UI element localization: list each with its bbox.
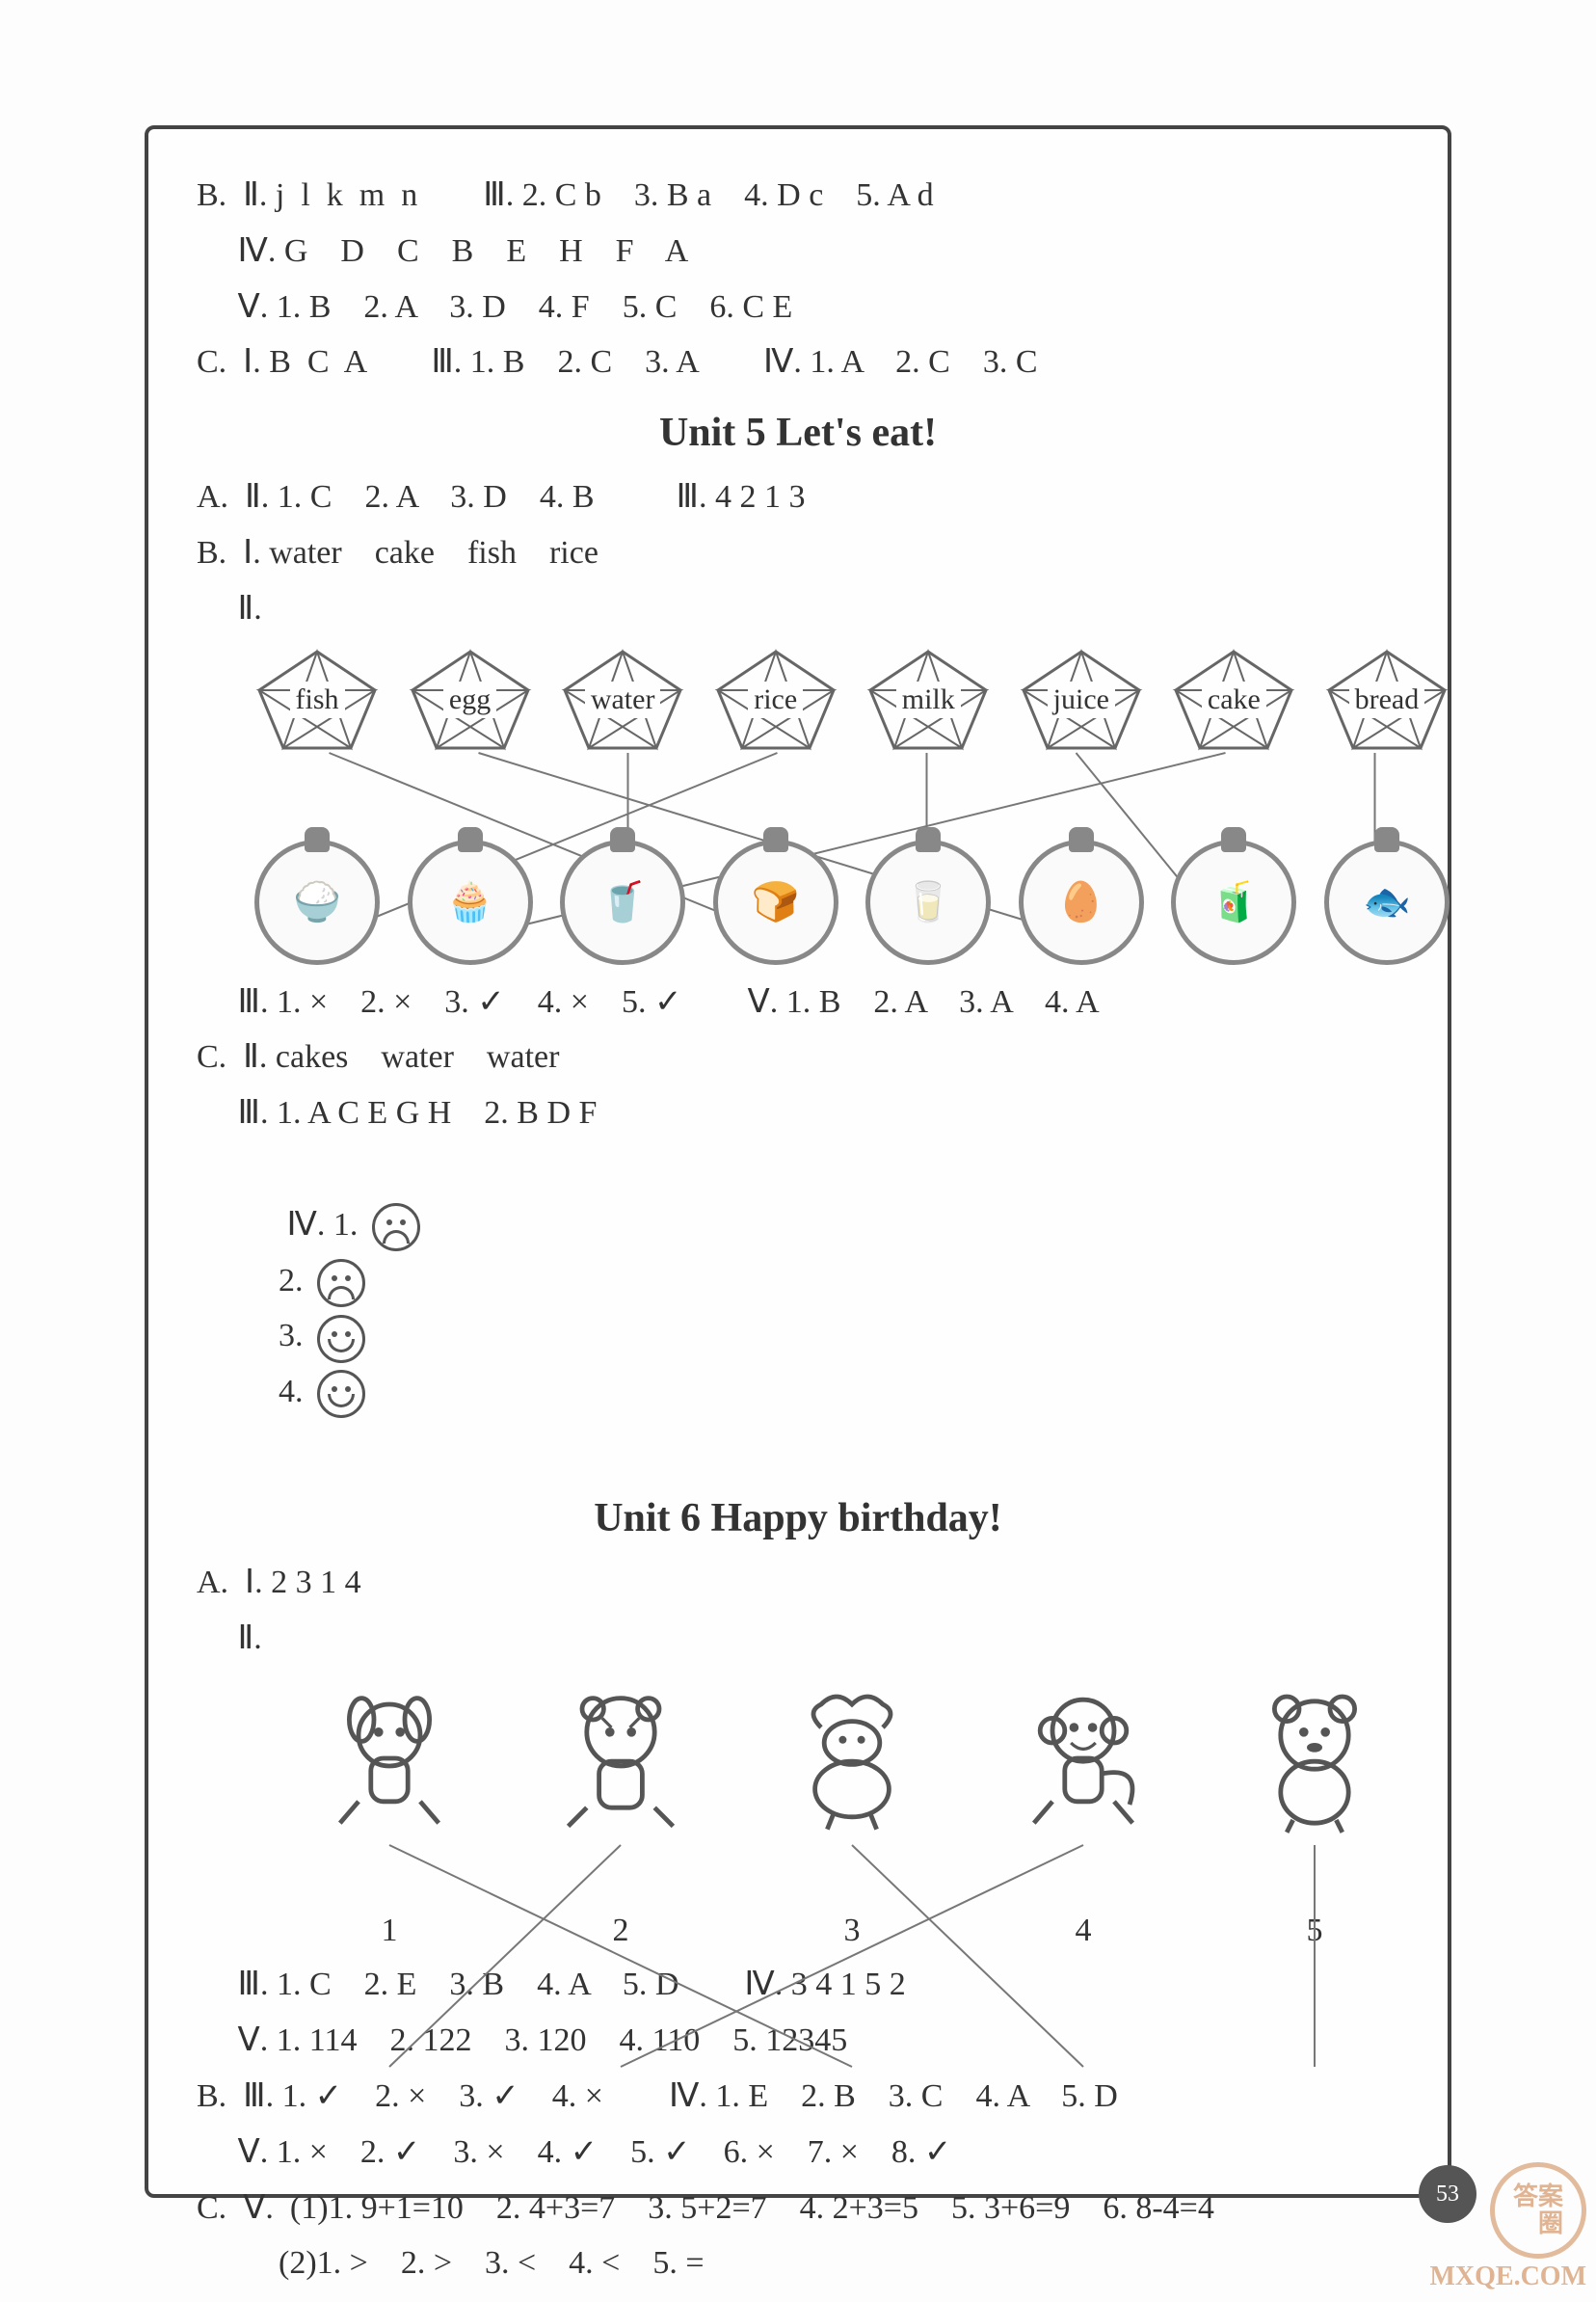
unit6-title: Unit 6 Happy birthday! <box>197 1495 1399 1541</box>
pentagon-row: fishegg water rice milk juice cake bread <box>254 647 1450 753</box>
pentagon-bread: bread <box>1324 647 1450 753</box>
happy-face-icon <box>317 1315 365 1363</box>
sad-face-icon <box>372 1203 420 1251</box>
text-line: B. Ⅱ. j l k m n Ⅲ. 2. C b 3. B a 4. D c … <box>197 168 1399 224</box>
circle-item-0: 🍚 <box>254 840 380 965</box>
pentagon-cake: cake <box>1171 647 1296 753</box>
face-line: Ⅳ. 1. 2. 3. 4. <box>197 1141 1399 1476</box>
text: 4. <box>246 1374 311 1409</box>
text-line: Ⅱ. <box>197 1611 1399 1667</box>
watermark-url: MXQE.COM <box>1429 2262 1586 2292</box>
circle-item-2: 🥤 <box>560 840 685 965</box>
unit6-match: 1 2 3 4 5 <box>197 1672 1399 1949</box>
circle-item-3: 🍞 <box>713 840 838 965</box>
text-line: A. Ⅱ. 1. C 2. A 3. D 4. B Ⅲ. 4 2 1 3 <box>197 469 1399 525</box>
unit5-match: fisheggwaterricemilkjuicecakebread 🍚🧁🥤🍞🥛… <box>197 647 1399 965</box>
text-line: Ⅲ. 1. × 2. × 3. ✓ 4. × 5. ✓ Ⅴ. 1. B 2. A… <box>197 975 1399 1031</box>
text-line: Ⅱ. <box>197 581 1399 637</box>
text-line: Ⅴ. 1. × 2. ✓ 3. × 4. ✓ 5. ✓ 6. × 7. × 8.… <box>197 2125 1399 2181</box>
text: 2. <box>246 1263 311 1298</box>
page: B. Ⅱ. j l k m n Ⅲ. 2. C b 3. B a 4. D c … <box>0 0 1596 2302</box>
number-label: 1 <box>382 1913 398 1949</box>
pentagon-rice: rice <box>713 647 838 753</box>
content-frame: B. Ⅱ. j l k m n Ⅲ. 2. C b 3. B a 4. D c … <box>145 125 1451 2198</box>
number-label: 4 <box>1076 1913 1092 1949</box>
text-line: Ⅲ. 1. A C E G H 2. B D F <box>197 1085 1399 1141</box>
happy-face-icon <box>317 1370 365 1418</box>
text-line: Ⅲ. 1. C 2. E 3. B 4. A 5. D Ⅳ. 3 4 1 5 2 <box>197 1957 1399 2013</box>
text-line: C. Ⅱ. cakes water water <box>197 1030 1399 1085</box>
text-line: (2)1. > 2. > 3. < 4. < 5. = <box>197 2235 1399 2291</box>
animal-4 <box>1228 1672 1401 1845</box>
text-line: Ⅴ. 1. B 2. A 3. D 4. F 5. C 6. C E <box>197 280 1399 335</box>
watermark: 答案圈 MXQE.COM <box>1429 2162 1586 2292</box>
circle-item-6: 🧃 <box>1171 840 1296 965</box>
text-line: C. Ⅴ. (1)1. 9+1=10 2. 4+3=7 3. 5+2=7 4. … <box>197 2181 1399 2236</box>
animal-2 <box>765 1672 939 1845</box>
pentagon-milk: milk <box>865 647 991 753</box>
number-label: 2 <box>613 1913 629 1949</box>
pentagon-fish: fish <box>254 647 380 753</box>
number-label: 5 <box>1307 1913 1323 1949</box>
pentagon-juice: juice <box>1019 647 1144 753</box>
animal-row <box>274 1672 1430 1845</box>
unit5-title: Unit 5 Let's eat! <box>197 410 1399 456</box>
text-line: C. Ⅰ. B C A Ⅲ. 1. B 2. C 3. A Ⅳ. 1. A 2.… <box>197 335 1399 390</box>
pentagon-egg: egg <box>408 647 533 753</box>
text-line: Ⅳ. G D C B E H F A <box>197 224 1399 280</box>
circle-item-4: 🥛 <box>865 840 991 965</box>
text-line: Ⅴ. 1. 114 2. 122 3. 120 4. 110 5. 12345 <box>197 2013 1399 2069</box>
text-line: B. Ⅰ. water cake fish rice <box>197 525 1399 581</box>
circle-item-7: 🐟 <box>1324 840 1450 965</box>
circle-item-5: 🥚 <box>1019 840 1144 965</box>
circle-item-1: 🧁 <box>408 840 533 965</box>
animal-1 <box>534 1672 707 1845</box>
text-line: A. Ⅰ. 2 3 1 4 <box>197 1555 1399 1611</box>
text: Ⅳ. 1. <box>246 1207 366 1243</box>
pentagon-water: water <box>560 647 685 753</box>
animal-3 <box>997 1672 1170 1845</box>
text: 3. <box>246 1318 311 1353</box>
watermark-badge: 答案圈 <box>1490 2162 1586 2259</box>
number-row: 1 2 3 4 5 <box>274 1913 1430 1949</box>
text-line: B. Ⅲ. 1. ✓ 2. × 3. ✓ 4. × Ⅳ. 1. E 2. B 3… <box>197 2069 1399 2125</box>
circle-row: 🍚🧁🥤🍞🥛🥚🧃🐟 <box>254 840 1450 965</box>
sad-face-icon <box>317 1259 365 1307</box>
animal-0 <box>303 1672 476 1845</box>
number-label: 3 <box>844 1913 861 1949</box>
